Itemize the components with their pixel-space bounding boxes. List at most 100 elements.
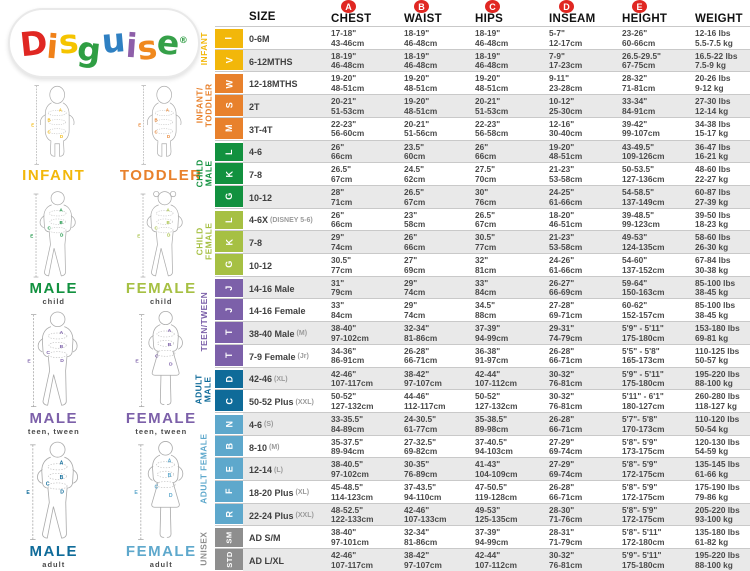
marker-circle-b: B [414, 0, 429, 13]
value-metric: 12-17cm [549, 37, 583, 48]
column-label: HEIGHT [622, 13, 668, 25]
value-imperial: 54-60" [622, 255, 648, 266]
value-imperial: 42-44" [475, 550, 501, 561]
measure-letter-e: E [31, 123, 34, 128]
size-code-cell: K [215, 231, 243, 254]
measurement-cell-height: 5'8"- 5'9" 172-175cm [622, 458, 695, 480]
value-metric: 71-76cm [549, 514, 583, 525]
size-code-cell: S [215, 95, 243, 117]
measurement-cell-height: 5'7"- 5'8" 170-173cm [622, 413, 695, 435]
value-imperial: 59-64" [622, 277, 648, 288]
category-label-child-male: CHILD MALE [194, 159, 214, 188]
measurement-cell-chest: 30.5" 77cm [331, 254, 404, 276]
size-label-cell: 50-52 Plus (XXL) [243, 390, 331, 412]
measurement-cell-inseam: 27-29" 69-74cm [549, 436, 622, 458]
value-imperial: 28-30" [549, 504, 575, 515]
value-imperial: 21-23" [549, 232, 575, 243]
table-row: B 8-10 (M) 35-37.5" 89-94cm 27-32.5" 69-82cm 37… [215, 434, 750, 458]
measure-letter-d: D [168, 134, 171, 139]
value-metric: 107-133cm [404, 514, 447, 525]
value-metric: 91-97cm [475, 355, 509, 366]
value-imperial: 28-32" [622, 73, 648, 84]
measure-letter-d: D [169, 493, 173, 499]
figure-row: E A B C D MALE teen, tween E A B C D FEMALE teen, … [0, 308, 215, 436]
value-metric: 107-117cm [331, 378, 373, 389]
column-header-inseam: D INSEAM [549, 0, 622, 26]
table-row: I 0-6M 17-18" 43-46cm 18-19" 46-48cm 18-19" 46-… [215, 26, 750, 49]
size-code-badge: K [215, 163, 243, 184]
measurement-cell-height: 54-60" 137-152cm [622, 254, 695, 276]
table-row: E 12-14 (L) 38-40.5" 97-102cm 30-35" 76-89cm 41… [215, 457, 750, 481]
measurement-cell-weight: 60-87 lbs 27-39 kg [695, 186, 750, 208]
measure-letter-d: D [169, 361, 173, 367]
size-note: (XL) [295, 489, 310, 497]
measurement-cell-chest: 29" 74cm [331, 231, 404, 253]
table-row: F 18-20 Plus (XL) 45-48.5" 114-123cm 37-43.5"… [215, 480, 750, 503]
value-imperial: 27.5" [475, 164, 496, 175]
value-imperial: 5'8"- 5'9" [622, 504, 658, 515]
column-header-weight: WEIGHT [695, 0, 750, 26]
table-row: N 4-6 (S) 33-35.5" 84-89cm 24-30.5" 61-77cm 35-… [215, 411, 750, 435]
size-code-badge: L [215, 142, 243, 162]
measure-letter-c: C [154, 485, 158, 491]
measure-letter-c: C [47, 226, 51, 231]
marker-circle-a: A [341, 0, 356, 13]
value-imperial: 27-32.5" [404, 436, 437, 447]
size-note: (DISNEY 5-6) [270, 216, 313, 224]
value-metric: 125-135cm [475, 514, 518, 525]
column-header-size: SIZE [243, 0, 331, 26]
value-imperial: 48-52.5" [331, 504, 364, 515]
value-metric: 180-127cm [622, 400, 665, 411]
size-code-cell: J [215, 276, 243, 299]
size-label: 2T [249, 101, 260, 112]
measurement-cell-height: 5'11" - 6'1" 180-127cm [622, 390, 695, 412]
value-metric: 84cm [475, 287, 497, 298]
value-metric: 53-58cm [549, 173, 583, 184]
value-metric: 175-180cm [622, 559, 665, 570]
size-code-cell: J [215, 299, 243, 322]
value-imperial: 175-190 lbs [695, 482, 740, 493]
value-imperial: 19-20" [404, 96, 430, 107]
measurement-cell-chest: 26" 66cm [331, 141, 404, 163]
figure-label: FEMALE [125, 280, 197, 298]
value-imperial: 18-19" [404, 50, 430, 61]
height-measure-line [33, 193, 39, 278]
value-metric: 71cm [331, 196, 353, 207]
value-imperial: 23.5" [404, 141, 425, 152]
value-imperial: 24.5" [404, 164, 425, 175]
size-label: 12-14 [249, 465, 273, 476]
value-metric: 107-112cm [475, 378, 517, 389]
table-row: M 3T-4T 22-23" 56-60cm 20-21" 51-56cm 22-23" 56… [215, 116, 750, 140]
pigtail-figure-drawing: E A B C D [137, 190, 183, 278]
measurement-cell-waist: 44-46" 112-117cm [404, 390, 475, 412]
value-metric: 66-71cm [404, 355, 438, 366]
figure-label: TODDLER [119, 167, 203, 185]
measurement-cell-weight: 205-220 lbs 93-100 kg [695, 504, 750, 526]
size-label: 7-9 Female [249, 351, 296, 362]
size-code-badge: I [215, 29, 243, 48]
figure-sublabel: adult [42, 560, 66, 569]
value-imperial: 135-145 lbs [695, 459, 740, 470]
value-imperial: 44-46" [404, 391, 430, 402]
measurement-cell-waist: 24.5" 62cm [404, 163, 475, 185]
value-metric: 66-71cm [549, 355, 583, 366]
value-metric: 88-100 kg [695, 378, 733, 389]
size-label-cell: 2T [243, 95, 331, 117]
value-metric: 38-45 kg [695, 287, 729, 298]
value-imperial: 18-19" [475, 28, 501, 38]
value-metric: 107-112cm [475, 559, 517, 570]
measurement-cell-inseam: 21-23" 53-58cm [549, 163, 622, 185]
height-measure-line [137, 444, 144, 540]
value-metric: 137-149cm [622, 196, 665, 207]
table-row: V 6-12MTHS 18-19" 46-48cm 18-19" 46-48cm 18-19… [215, 48, 750, 72]
value-metric: 53-58cm [549, 241, 583, 252]
measurement-cell-hips: 37-40.5" 94-103cm [475, 436, 549, 458]
marker-circle-d: D [559, 0, 574, 13]
male-figure-drawing: E A B C D [30, 191, 76, 278]
measure-letter-e: E [27, 490, 31, 496]
size-code-badge: M [215, 117, 243, 139]
value-imperial: 5'8"- 5'9" [622, 459, 658, 470]
measurement-cell-height: 39-48.5" 99-123cm [622, 209, 695, 231]
value-metric: 94-99cm [475, 537, 509, 548]
